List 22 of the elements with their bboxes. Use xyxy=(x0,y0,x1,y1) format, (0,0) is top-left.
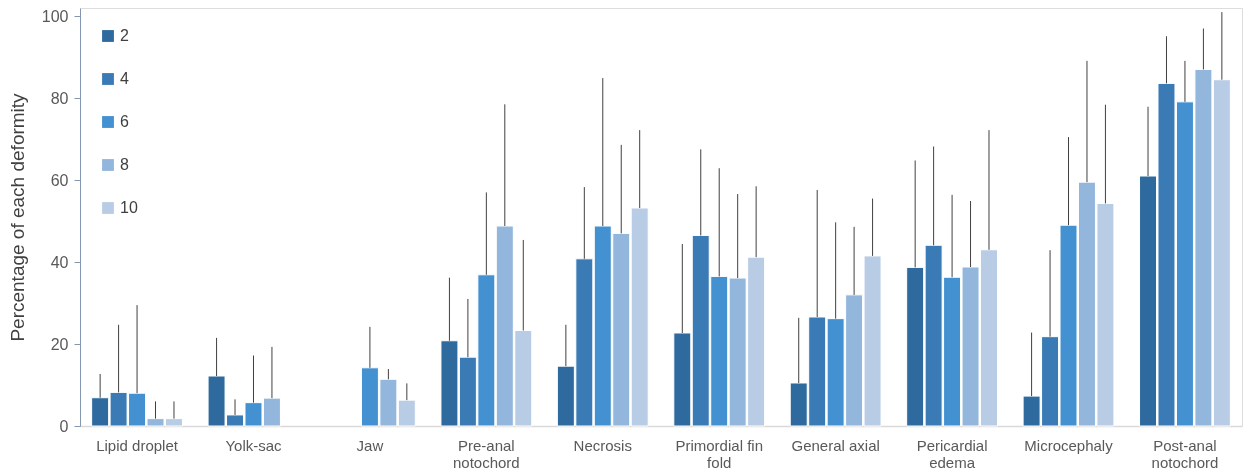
legend-label: 2 xyxy=(120,27,129,44)
x-tick-label: Microcephaly xyxy=(1024,436,1114,454)
y-tick-label: 0 xyxy=(59,417,69,435)
y-tick-label: 20 xyxy=(50,335,69,353)
y-tick-label: 60 xyxy=(50,171,69,189)
x-tick-label: Jaw xyxy=(356,436,384,454)
x-tick-label: Primordial fin fold xyxy=(675,436,763,471)
x-tick-label: Lipid droplet xyxy=(96,436,179,454)
y-tick-label: 100 xyxy=(41,7,69,25)
legend-label: 10 xyxy=(120,199,138,216)
y-tick-label: 80 xyxy=(50,89,69,107)
legend-label: 6 xyxy=(120,113,129,130)
x-tick-label: Post-anal notochord xyxy=(1151,436,1219,471)
legend-label: 8 xyxy=(120,156,129,173)
y-axis-title: Percentage of each deformity xyxy=(6,92,28,342)
y-tick-label: 40 xyxy=(50,253,69,271)
x-tick-label: Necrosis xyxy=(573,436,632,454)
legend-label: 4 xyxy=(120,70,129,87)
x-tick-label: Yolk-sac xyxy=(225,436,283,454)
x-tick-label: Pericardial edema xyxy=(916,436,988,471)
x-tick-label: General axial xyxy=(791,436,880,454)
x-tick-label: Pre-anal notochord xyxy=(452,436,520,471)
